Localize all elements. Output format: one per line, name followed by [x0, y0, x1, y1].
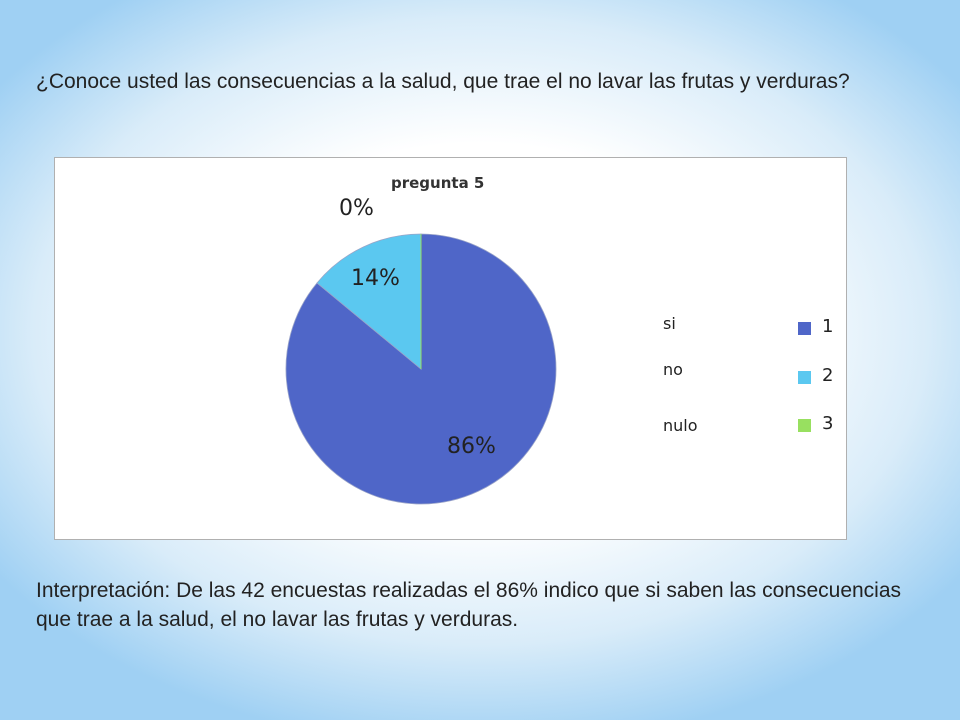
pie-chart-plot — [285, 233, 557, 505]
question-text: ¿Conoce usted las consecuencias a la sal… — [36, 70, 850, 93]
data-label-si: 86% — [447, 434, 496, 459]
data-label-nulo: 0% — [339, 196, 374, 221]
category-label-si: si — [663, 314, 676, 333]
data-label-no: 14% — [351, 266, 400, 291]
legend-swatch-2 — [798, 371, 811, 384]
legend-label-2: 2 — [822, 365, 834, 386]
category-label-no: no — [663, 360, 683, 379]
interpretation-text: Interpretación: De las 42 encuestas real… — [36, 579, 902, 631]
legend-label-3: 3 — [822, 413, 834, 434]
pie-chart: pregunta 5 0% 14% 86% si no nulo 1 2 3 — [54, 157, 847, 540]
category-label-nulo: nulo — [663, 416, 698, 435]
pie-slice-no — [316, 233, 422, 370]
legend-label-1: 1 — [822, 316, 834, 337]
legend-swatch-3 — [798, 419, 811, 432]
legend-swatch-1 — [798, 322, 811, 335]
chart-title: pregunta 5 — [391, 174, 485, 192]
